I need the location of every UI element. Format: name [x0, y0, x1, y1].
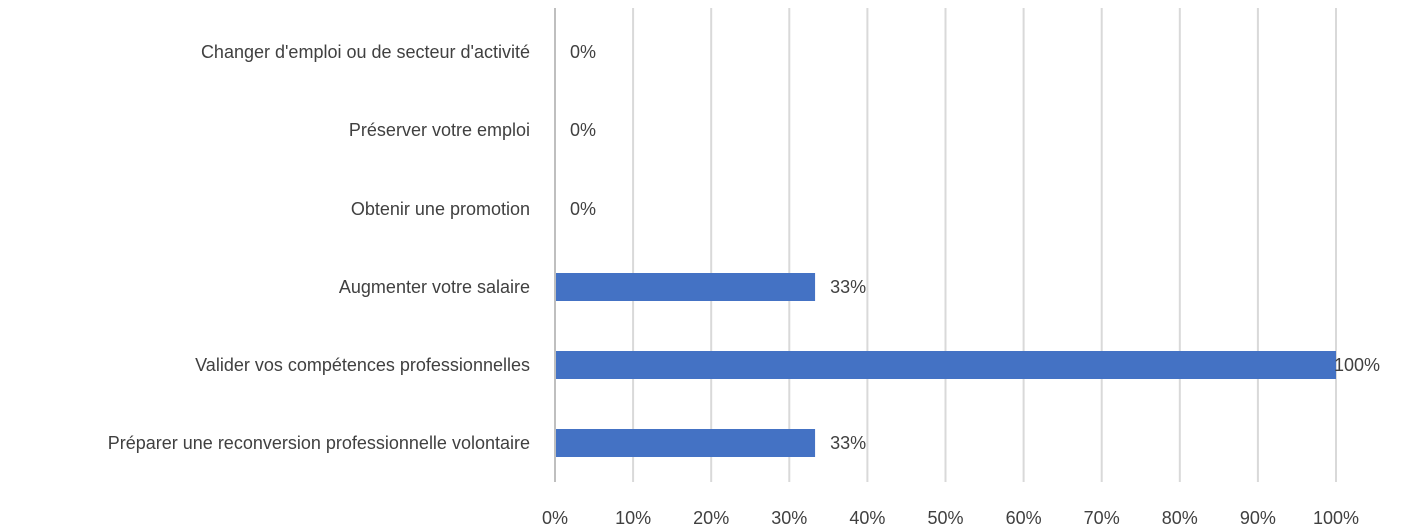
value-label: 33%	[830, 277, 866, 297]
x-tick-label: 30%	[771, 508, 807, 524]
bar	[555, 429, 816, 457]
x-tick-label: 60%	[1006, 508, 1042, 524]
category-label: Préparer une reconversion professionnell…	[108, 433, 530, 453]
value-labels: 0% 0% 0% 33% 100% 33%	[570, 42, 1380, 453]
value-label: 0%	[570, 120, 596, 140]
value-label: 0%	[570, 42, 596, 62]
value-label: 100%	[1334, 355, 1380, 375]
x-tick-label: 10%	[615, 508, 651, 524]
x-tick-labels: 0% 10% 20% 30% 40% 50% 60% 70% 80% 90% 100%	[542, 508, 1359, 524]
x-tick-label: 0%	[542, 508, 568, 524]
bars	[555, 273, 1336, 457]
x-tick-label: 70%	[1084, 508, 1120, 524]
x-tick-label: 80%	[1162, 508, 1198, 524]
value-label: 33%	[830, 433, 866, 453]
gridlines	[632, 8, 1337, 482]
x-tick-label: 90%	[1240, 508, 1276, 524]
category-label: Préserver votre emploi	[349, 120, 530, 140]
category-label: Valider vos compétences professionnelles	[195, 355, 530, 375]
x-tick-label: 100%	[1313, 508, 1359, 524]
category-labels: Changer d'emploi ou de secteur d'activit…	[108, 42, 530, 453]
category-label: Changer d'emploi ou de secteur d'activit…	[201, 42, 530, 62]
bar	[555, 273, 816, 301]
x-tick-label: 50%	[927, 508, 963, 524]
bar	[555, 351, 1336, 379]
x-tick-label: 40%	[849, 508, 885, 524]
category-label: Augmenter votre salaire	[339, 277, 530, 297]
category-label: Obtenir une promotion	[351, 199, 530, 219]
value-label: 0%	[570, 199, 596, 219]
x-tick-label: 20%	[693, 508, 729, 524]
